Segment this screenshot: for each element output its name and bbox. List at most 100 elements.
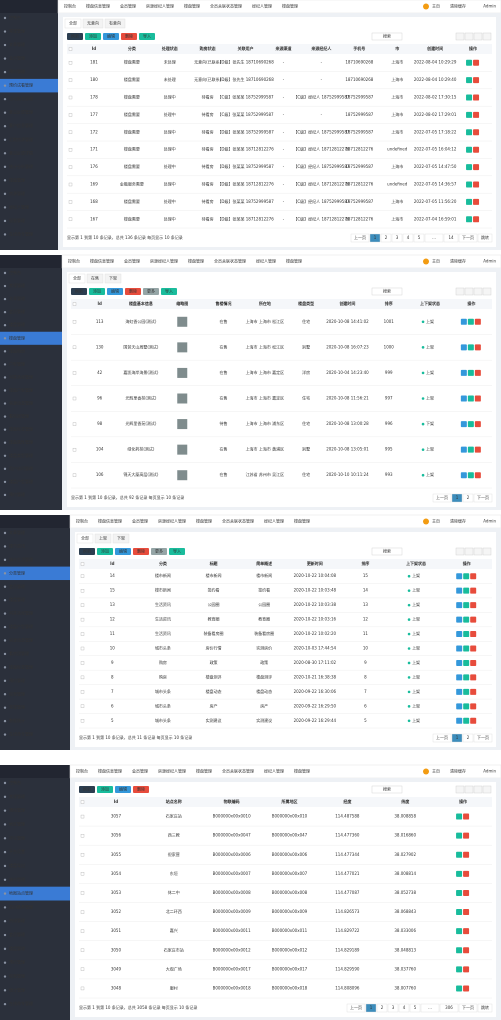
checkbox[interactable] [72,320,77,324]
pager-button[interactable] [402,233,414,243]
sidebar-item[interactable]: 房源管理 [9,190,25,196]
action-button[interactable] [460,344,467,351]
topbar-right[interactable]: 主页 [432,3,440,9]
sidebar-item[interactable]: 常规管理 [9,704,25,710]
sidebar-item[interactable]: 评论管理 [9,834,25,840]
sidebar-item[interactable]: 楼盘管理 [9,596,25,602]
pager-label[interactable]: 3 [392,1005,395,1010]
pager-button[interactable] [443,233,459,243]
toolbar-button[interactable] [115,786,131,793]
pager-label[interactable]: 上一页 [436,734,448,740]
sidebar-item[interactable]: 会员管理 [9,55,25,61]
nav-item[interactable]: 会员管理 [132,768,148,774]
pager-label[interactable]: 1 [370,1005,373,1010]
action-button[interactable] [456,947,463,954]
action-button[interactable] [456,985,463,992]
action-button[interactable] [466,216,473,223]
topbar-right[interactable]: 主页 [432,518,440,524]
sidebar-item[interactable]: 楼盘导出 [9,862,25,868]
nav-item[interactable]: 经纪人管理 [264,518,284,524]
action-button[interactable] [473,94,480,101]
action-button[interactable] [460,369,467,376]
view-button[interactable] [455,547,465,556]
checkbox[interactable] [80,814,85,819]
pager-label[interactable]: 1 [456,735,459,740]
toolbar-button[interactable] [125,288,141,295]
tab[interactable] [94,533,112,544]
action-button[interactable] [473,198,480,205]
pager-button[interactable] [439,1003,459,1013]
view-button[interactable] [473,785,483,794]
tab[interactable] [104,273,122,284]
nav-item[interactable]: 会员管理 [120,3,136,9]
toolbar-button[interactable] [133,786,149,793]
checkbox[interactable] [80,690,85,694]
action-button[interactable] [456,631,463,638]
sidebar-item[interactable]: 看房团管理 [9,650,29,656]
sidebar-item[interactable]: 文章管理 [9,41,25,47]
view-button[interactable] [464,785,474,794]
sidebar-item[interactable]: 控制台 [9,14,21,20]
checkbox[interactable] [80,661,85,665]
nav-item[interactable]: 全员关联状态管理 [222,768,254,774]
view-button[interactable] [482,287,492,296]
nav-item[interactable]: 房源经纪人管理 [158,518,186,524]
action-button[interactable] [456,659,463,666]
pager-label[interactable]: 上一页 [350,1004,362,1010]
nav-item[interactable]: 楼盘管理 [294,768,310,774]
action-button[interactable] [466,129,473,136]
action-button[interactable] [473,181,480,188]
pager-button[interactable] [376,1003,388,1013]
checkbox[interactable] [80,853,85,857]
action-button[interactable] [466,94,473,101]
action-button[interactable] [463,928,470,935]
sidebar-item[interactable]: 楼盘管理 [9,321,25,327]
action-button[interactable] [463,813,470,820]
sidebar-item[interactable]: 楼盘管理 [9,176,25,182]
pager-label[interactable]: 跳转 [481,234,489,240]
toolbar-button-label[interactable]: 添加 [93,288,101,294]
toolbar-button[interactable] [67,33,83,40]
toolbar-button-label[interactable]: 删除 [137,786,145,792]
toolbar-button-label[interactable]: 刷新 [83,786,91,792]
nav-item[interactable]: 全员关联状态管理 [214,258,246,264]
topbar-right[interactable]: Admin [483,519,496,524]
pager-label[interactable]: 下一页 [462,1005,474,1010]
action-button[interactable] [463,909,470,916]
toolbar-button-label[interactable]: 删除 [125,33,133,39]
pager-label[interactable]: 306 [445,1005,453,1010]
tab-label[interactable]: 全部 [69,20,77,26]
pager-button[interactable] [398,1003,410,1013]
search-placeholder[interactable]: 搜索 [383,786,391,792]
search-placeholder[interactable]: 搜索 [383,33,391,39]
action-button[interactable] [463,851,470,858]
sidebar-item[interactable]: 在线命令管理 [9,230,33,236]
action-button[interactable] [473,216,480,223]
checkbox[interactable] [80,800,85,804]
action-button[interactable] [460,318,467,325]
view-button[interactable] [482,32,492,41]
sidebar-item[interactable]: 看房团管理 [9,413,29,419]
action-button[interactable] [474,395,481,402]
topbar-right[interactable]: 清除缓存 [450,3,466,9]
checkbox[interactable] [80,617,85,622]
topbar-right[interactable]: Admin [483,4,496,9]
nav-item[interactable]: 楼盘信息管理 [86,3,110,9]
pager-label[interactable]: 2 [385,235,388,240]
checkbox[interactable] [80,562,85,566]
action-button[interactable] [473,77,480,84]
sidebar-item[interactable]: 楼盘类型管理 [9,452,33,458]
toolbar-button[interactable] [169,548,185,555]
view-button[interactable] [473,547,483,556]
search-placeholder[interactable]: 搜索 [383,288,391,294]
sidebar-item[interactable]: 楼盘标签管理 [9,426,33,432]
sidebar-item[interactable]: 权限管理 [9,973,25,979]
topbar-right[interactable]: 清除缓存 [450,518,466,524]
sidebar-item[interactable]: 楼盘相册 [9,347,25,353]
action-button[interactable] [463,645,470,652]
pager-button[interactable] [462,493,474,503]
action-button[interactable] [463,587,470,594]
action-button[interactable] [467,369,474,376]
tab[interactable] [86,273,104,284]
action-button[interactable] [463,832,470,839]
